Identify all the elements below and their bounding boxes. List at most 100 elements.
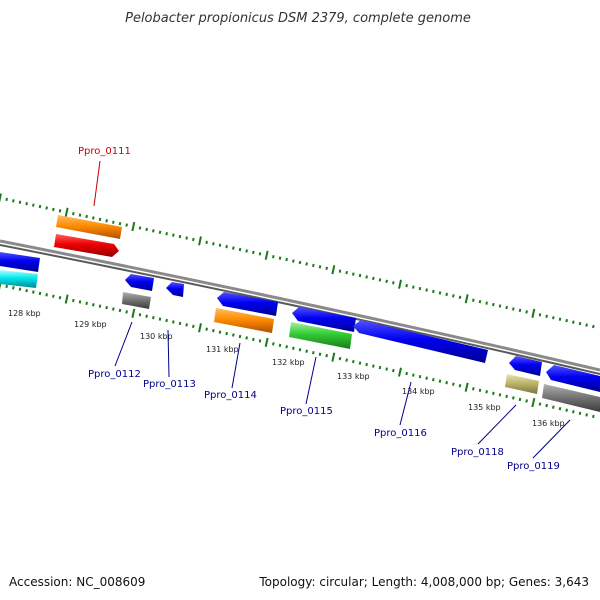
ruler-tick — [338, 356, 342, 361]
gene-cyan-left[interactable] — [0, 270, 38, 288]
ruler-tick — [378, 365, 382, 370]
ruler-tick — [458, 295, 462, 299]
ruler-tick — [185, 236, 188, 240]
ruler-tick — [412, 373, 415, 377]
ruler-tick — [552, 316, 555, 320]
gene-label-ppro-0118[interactable]: Ppro_0118 — [451, 447, 504, 458]
kbp-label: 128 kbp — [8, 309, 41, 318]
ruler-tick — [32, 203, 35, 207]
gene-blue-left[interactable] — [0, 252, 40, 272]
gene-ppro-0111-cds[interactable] — [56, 215, 122, 239]
gene-label-ppro-0114[interactable]: Ppro_0114 — [204, 390, 257, 401]
ruler-tick — [464, 382, 469, 392]
gene-ppro-0113-gene[interactable] — [166, 282, 184, 297]
ruler-tick — [452, 294, 455, 298]
ruler-tick — [225, 331, 228, 336]
ruler-tick — [432, 377, 435, 382]
ruler-tick — [245, 336, 248, 340]
kbp-label: 131 kbp — [206, 345, 239, 354]
gene-ppro-0119-cds[interactable] — [542, 384, 600, 412]
gene-ppro-0111-gene[interactable] — [54, 234, 119, 257]
gene-ppro-0118-cds[interactable] — [505, 374, 539, 394]
gene-ppro-0114-cds[interactable] — [214, 308, 274, 333]
ruler-tick — [485, 301, 488, 305]
ruler-tick — [318, 352, 322, 356]
leader-line — [167, 329, 170, 378]
leader-line — [114, 321, 133, 367]
ruler-tick — [85, 301, 88, 306]
ruler-tick — [445, 292, 448, 297]
ruler-tick — [565, 408, 568, 412]
ruler-tick — [12, 286, 15, 290]
gene-label-ppro-0116[interactable]: Ppro_0116 — [374, 428, 427, 439]
gene-ppro-0118-gene[interactable] — [509, 356, 542, 376]
gene-label-ppro-0119[interactable]: Ppro_0119 — [507, 461, 560, 472]
ruler-tick — [518, 308, 522, 313]
kbp-label: 134 kbp — [402, 387, 435, 396]
ruler-tick — [92, 303, 95, 307]
outer-tick-row — [0, 193, 595, 329]
ruler-tick — [232, 246, 235, 250]
ruler-tick — [292, 346, 295, 350]
kbp-label: 136 kbp — [532, 419, 565, 428]
gene-ppro-0112-gene[interactable] — [125, 274, 154, 291]
ruler-tick — [418, 286, 422, 291]
gene-ppro-0116-gene[interactable] — [353, 320, 488, 363]
ruler-tick — [264, 250, 269, 260]
gene-label-ppro-0112[interactable]: Ppro_0112 — [88, 369, 141, 380]
gene-ppro-0114-gene[interactable] — [217, 292, 278, 316]
leader-line — [399, 381, 412, 426]
ruler-tick — [292, 259, 295, 263]
ruler-tick — [365, 362, 368, 367]
ruler-tick — [112, 220, 115, 224]
map-title: Pelobacter propionicus DSM 2379, complet… — [125, 11, 471, 26]
ruler-tick — [172, 233, 175, 237]
ruler-tick — [318, 265, 322, 269]
ruler-tick — [518, 397, 522, 402]
ruler-tick — [478, 388, 482, 392]
kbp-labels: 128 kbp 129 kbp 130 kbp 131 kbp 132 kbp … — [8, 309, 565, 428]
ruler-tick — [445, 380, 448, 385]
kbp-label: 129 kbp — [74, 320, 107, 329]
ruler-tick — [64, 207, 69, 217]
ruler-tick — [258, 252, 262, 256]
ruler-tick — [398, 279, 402, 289]
ruler-tick — [52, 207, 55, 212]
ruler-tick — [72, 211, 75, 216]
ruler-tick — [412, 285, 415, 289]
ruler-tick — [225, 244, 228, 249]
ruler-tick — [505, 394, 508, 399]
ruler-tick — [572, 320, 575, 324]
ruler-tick — [131, 221, 136, 232]
ruler-tick — [405, 283, 408, 288]
ruler-tick — [331, 265, 336, 275]
gene-label-ppro-0113[interactable]: Ppro_0113 — [143, 379, 196, 390]
gene-ppro-0119-gene[interactable] — [546, 365, 600, 392]
label-leaders — [93, 160, 571, 459]
accession-text: Accession: NC_008609 — [9, 575, 145, 589]
gene-ppro-0115-cds[interactable] — [289, 322, 352, 349]
kbp-label: 132 kbp — [272, 358, 305, 367]
leader-line — [305, 356, 317, 405]
gene-label-ppro-0111[interactable]: Ppro_0111 — [78, 146, 131, 157]
ruler-tick — [372, 364, 375, 368]
ruler-tick — [505, 305, 508, 310]
ruler-tick — [252, 337, 255, 342]
gene-label-ppro-0115[interactable]: Ppro_0115 — [280, 406, 333, 417]
ruler-tick — [565, 318, 568, 323]
gene-ppro-0112-cds[interactable] — [122, 292, 151, 309]
ruler-tick — [512, 307, 515, 311]
ruler-tick — [432, 289, 435, 294]
ruler-tick — [72, 298, 75, 303]
gene-ppro-0115-gene[interactable] — [292, 307, 356, 332]
ruler-tick — [192, 324, 195, 329]
ruler-tick — [438, 291, 442, 295]
ruler-tick — [198, 236, 202, 246]
ruler-tick — [472, 298, 475, 302]
ruler-tick — [131, 308, 136, 318]
ruler-tick — [485, 390, 488, 394]
leader-line — [93, 160, 101, 207]
ruler-tick — [252, 250, 255, 255]
ruler-tick — [45, 293, 48, 297]
